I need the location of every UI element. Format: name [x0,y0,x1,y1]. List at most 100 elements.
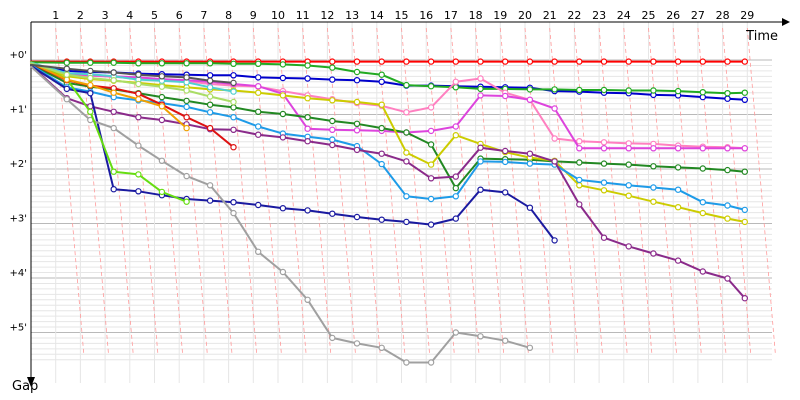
data-point [378,124,385,132]
data-point [551,105,558,112]
data-point [403,109,410,116]
data-point [741,206,749,214]
data-point [206,101,214,108]
data-point [403,193,410,200]
data-point [87,67,94,75]
data-point [741,168,749,175]
data-point [158,116,166,124]
data-point [600,86,608,94]
data-point [625,87,632,94]
x-tick-label: 13 [345,9,359,22]
series-line [30,64,746,101]
axes [27,18,790,387]
data-point [477,186,484,193]
x-tick-label: 11 [296,9,310,22]
x-tick-label: 26 [666,9,680,22]
data-point [378,344,385,351]
data-point [427,195,435,203]
data-point [158,60,166,67]
data-point [741,58,749,65]
data-point [452,173,459,180]
data-point [551,158,558,165]
x-tick-label: 28 [716,9,730,22]
data-point [477,75,484,82]
data-point [183,87,190,94]
data-point [378,216,385,223]
series-layer [30,58,749,366]
data-point [329,334,336,342]
series-line [30,61,746,95]
data-point [502,189,509,196]
data-point [255,108,262,116]
x-tick-label: 4 [126,9,133,22]
data-point [576,137,583,145]
data-point [452,193,459,200]
data-point [255,74,262,81]
data-point [230,143,237,151]
data-point [650,250,657,257]
data-point [427,359,435,366]
data-point [502,158,509,166]
data-point [699,58,707,65]
data-point [110,76,117,84]
data-point [600,187,608,194]
data-point [230,126,237,134]
data-point [600,234,608,241]
data-point [304,125,311,132]
data-point [378,160,385,168]
series-3 [30,59,749,97]
x-tick-label: 16 [419,9,433,22]
data-point [650,163,657,170]
data-point [110,168,117,175]
data-point [183,113,190,121]
lap-line [549,27,579,354]
x-axis-arrow [782,18,790,26]
data-point [724,215,731,222]
lap-line [351,27,381,354]
data-point [183,103,190,111]
series-line [30,62,746,223]
data-point [427,141,435,148]
data-point [63,85,71,93]
lap-line [425,27,455,354]
data-point [477,92,484,99]
data-point [502,92,509,100]
x-tick-label: 22 [567,9,581,22]
x-tick-label: 7 [200,9,207,22]
x-tick-label: 3 [102,9,109,22]
data-point [329,141,336,149]
data-point [183,172,190,180]
data-point [353,120,361,128]
data-point [279,74,287,82]
data-point [279,61,287,68]
data-point [576,86,583,94]
data-point [255,82,262,90]
y-axis-arrow [27,377,35,387]
data-point [403,149,410,156]
data-point [452,84,459,91]
lap-line [401,27,430,354]
lap-line [746,27,776,354]
lap-line [672,27,702,354]
data-point [526,204,534,211]
data-point [724,58,731,65]
data-point [551,237,558,244]
data-point [304,62,311,69]
y-tick-label: +0' [10,50,28,61]
lap-line [203,27,233,354]
data-point [230,88,237,95]
data-point [230,198,237,206]
data-point [230,60,237,68]
data-point [477,144,484,151]
data-point [650,198,657,205]
y-axis-title: Gap [12,379,38,394]
data-point [403,158,410,165]
data-point [110,69,117,76]
data-point [135,80,142,88]
data-point [724,166,731,174]
x-tick-label: 15 [395,9,409,22]
data-point [551,58,558,65]
data-point [63,95,71,103]
data-point [353,213,361,221]
data-point [206,60,214,67]
